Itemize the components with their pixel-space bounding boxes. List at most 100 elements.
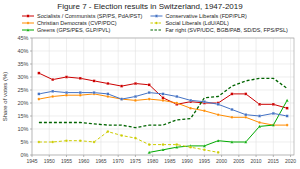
series-line — [39, 132, 218, 153]
point — [286, 99, 289, 102]
legend: Socialists / Communists (SP/PS, PdA/PST)… — [22, 13, 288, 33]
tick — [238, 155, 239, 157]
point — [79, 77, 82, 80]
chart: Figure 7 - Election results in Switzerla… — [0, 0, 300, 169]
point — [120, 134, 123, 137]
point — [231, 116, 234, 119]
point — [217, 103, 220, 106]
point — [93, 141, 96, 144]
point — [175, 95, 178, 98]
point — [231, 93, 234, 96]
series-line — [39, 78, 287, 127]
legend-label: Conservative Liberals (FDP/PLR) — [165, 13, 246, 19]
y-tick-label: 25% — [17, 87, 28, 93]
point — [162, 97, 165, 100]
legend-line — [22, 23, 34, 24]
point — [148, 91, 151, 94]
point — [148, 84, 151, 87]
tick — [256, 155, 257, 157]
point — [244, 113, 247, 116]
point — [120, 85, 123, 88]
tick — [169, 155, 170, 157]
tick — [66, 155, 67, 157]
grid-line — [32, 142, 294, 143]
x-tick-label: 1965 — [95, 158, 106, 164]
y-tick-label: 40% — [17, 48, 28, 54]
x-tick-label: 1955 — [61, 158, 72, 164]
grid-line — [204, 38, 205, 155]
legend-label: Social Liberals (LdU/ADL) — [165, 20, 228, 26]
point — [175, 143, 178, 146]
point — [189, 99, 192, 102]
x-tick-label: 1975 — [130, 158, 141, 164]
x-tick-label: 1985 — [164, 158, 175, 164]
series — [38, 93, 289, 127]
legend-item: Greens (GPS/PES, GLP/PVL) — [22, 27, 111, 33]
point — [189, 107, 192, 110]
grid-line — [238, 38, 239, 155]
point — [244, 93, 247, 96]
grid-line — [32, 129, 294, 130]
y-tick-label: 20% — [17, 100, 28, 106]
point — [272, 124, 275, 127]
legend-item: Christian Democrats (CVP/PDC) — [22, 20, 117, 26]
legend-label: Greens (GPS/PES, GLP/PVL) — [37, 27, 111, 33]
tick — [49, 155, 50, 157]
point — [120, 98, 123, 101]
background — [0, 0, 300, 169]
point — [38, 141, 41, 144]
x-tick-label: 2000 — [216, 158, 227, 164]
point — [162, 99, 165, 102]
point — [65, 91, 68, 94]
grid-line — [100, 38, 101, 155]
grid — [32, 38, 294, 155]
series-line — [39, 94, 287, 125]
point — [148, 151, 151, 154]
series — [39, 78, 287, 127]
y-tick-label: 45% — [17, 35, 28, 41]
point — [217, 139, 220, 142]
point — [134, 137, 137, 140]
point — [65, 94, 68, 97]
x-tick-label: 1980 — [147, 158, 158, 164]
point — [107, 93, 110, 96]
tick — [290, 155, 291, 157]
y-tick-label: 5% — [21, 139, 29, 145]
point — [134, 99, 137, 102]
point — [148, 98, 151, 101]
point — [93, 91, 96, 94]
point — [244, 116, 247, 119]
series — [38, 90, 289, 117]
legend-marker — [155, 15, 158, 18]
series — [38, 130, 220, 153]
point — [244, 140, 247, 143]
point — [79, 94, 82, 97]
point — [175, 102, 178, 105]
point — [79, 139, 82, 142]
legend-line — [150, 30, 162, 31]
x-tick-label: 1960 — [78, 158, 89, 164]
tick — [152, 155, 153, 157]
grid-line — [273, 38, 274, 155]
point — [286, 107, 289, 110]
x-tick-label: 2005 — [233, 158, 244, 164]
grid-line — [118, 38, 119, 155]
point — [258, 121, 261, 124]
point — [134, 82, 137, 85]
grid-line — [221, 38, 222, 155]
point — [258, 125, 261, 128]
y-axis-label: Share of votes (%) — [2, 72, 8, 122]
point — [203, 110, 206, 113]
point — [134, 95, 137, 98]
point — [107, 82, 110, 85]
y-tick-label: 35% — [17, 61, 28, 67]
point — [38, 93, 41, 96]
point — [65, 76, 68, 79]
point — [65, 139, 68, 142]
point — [79, 91, 82, 94]
axes: 0%5%10%15%20%25%30%35%40%45%194519501955… — [17, 35, 296, 164]
grid-line — [66, 38, 67, 155]
legend-item: Social Liberals (LdU/ADL) — [150, 20, 228, 26]
x-tick-label: 1945 — [26, 158, 37, 164]
point — [203, 100, 206, 103]
